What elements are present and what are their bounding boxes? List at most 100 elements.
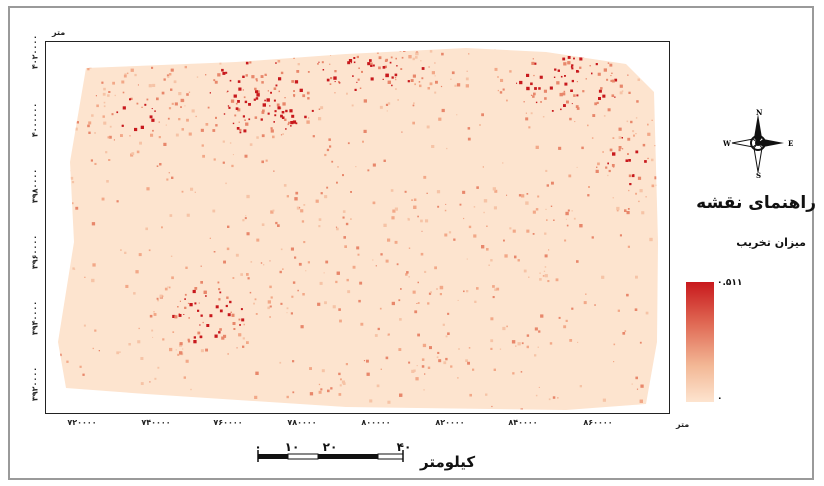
raster-pixel [636,388,639,390]
raster-pixel [289,52,292,55]
raster-pixel [128,343,131,346]
raster-pixel [59,353,62,357]
raster-pixel [171,176,174,179]
raster-pixel [394,207,398,211]
raster-pixel [70,176,74,180]
raster-pixel [476,287,479,290]
raster-pixel [567,209,570,212]
raster-pixel [326,78,330,82]
raster-pixel [94,132,96,134]
raster-pixel [526,334,530,337]
raster-pixel [219,309,223,313]
raster-pixel [260,54,262,56]
raster-pixel [274,110,277,113]
raster-pixel [511,340,516,344]
raster-pixel [307,97,310,100]
raster-pixel [280,71,284,75]
raster-pixel [503,239,505,242]
raster-pixel [502,162,504,164]
raster-pixel [172,314,176,318]
raster-pixel [346,278,349,282]
raster-pixel [222,161,225,164]
raster-pixel [612,197,614,199]
raster-pixel [570,89,573,92]
raster-pixel [320,106,324,110]
raster-pixel [342,382,346,385]
raster-pixel [246,232,250,236]
raster-pixel [490,317,494,321]
raster-pixel [333,76,337,80]
raster-pixel [531,61,535,65]
raster-pixel [583,301,587,305]
raster-pixel [544,232,547,235]
raster-pixel [457,377,459,379]
raster-pixel [248,118,251,121]
raster-pixel [269,260,271,262]
raster-pixel [358,299,361,303]
raster-pixel [226,91,228,93]
raster-pixel [308,117,310,119]
raster-pixel [420,60,422,62]
raster-pixel [130,97,133,100]
raster-pixel [158,136,161,139]
raster-pixel [134,73,137,77]
raster-pixel [612,166,615,168]
raster-pixel [108,91,111,93]
raster-pixel [238,318,241,321]
raster-pixel [151,329,154,332]
raster-pixel [178,314,182,317]
raster-pixel [183,376,186,379]
raster-pixel [122,106,126,110]
map-panel[interactable] [45,41,670,414]
raster-pixel [124,73,127,76]
raster-pixel [571,79,574,83]
raster-pixel [108,159,111,161]
raster-pixel [533,74,535,77]
raster-pixel [571,210,573,212]
raster-pixel [350,191,352,193]
raster-pixel [71,202,74,205]
raster-pixel [184,105,186,107]
raster-pixel [180,106,182,108]
raster-pixel [218,298,221,301]
raster-pixel [275,62,277,64]
raster-pixel [89,65,92,69]
raster-pixel [330,387,333,390]
raster-pixel [437,351,440,354]
raster-pixel [300,325,304,329]
raster-pixel [335,280,338,284]
raster-pixel [421,358,425,361]
raster-pixel [627,208,630,210]
raster-pixel [317,63,319,65]
raster-pixel [512,372,515,375]
raster-pixel [122,91,125,94]
raster-pixel [340,378,342,381]
raster-pixel [618,146,622,149]
raster-pixel [309,367,312,370]
raster-pixel [654,145,656,147]
raster-pixel [398,299,401,302]
raster-pixel [331,160,334,163]
raster-pixel [318,117,322,121]
raster-pixel [588,186,590,188]
raster-pixel [476,186,479,189]
raster-pixel [202,321,204,324]
raster-pixel [353,61,356,64]
raster-pixel [467,361,470,365]
raster-pixel [131,152,135,155]
raster-pixel [297,63,300,66]
raster-pixel [69,126,73,129]
raster-pixel [285,109,288,113]
raster-pixel [157,366,160,369]
raster-pixel [170,255,173,257]
raster-pixel [411,369,415,373]
raster-pixel [386,110,388,112]
raster-pixel [621,137,623,139]
raster-pixel [291,114,295,118]
raster-pixel [434,91,437,94]
raster-pixel [239,128,242,132]
raster-pixel [617,309,620,312]
raster-pixel [635,150,639,154]
raster-pixel [467,137,471,141]
raster-pixel [385,103,389,106]
